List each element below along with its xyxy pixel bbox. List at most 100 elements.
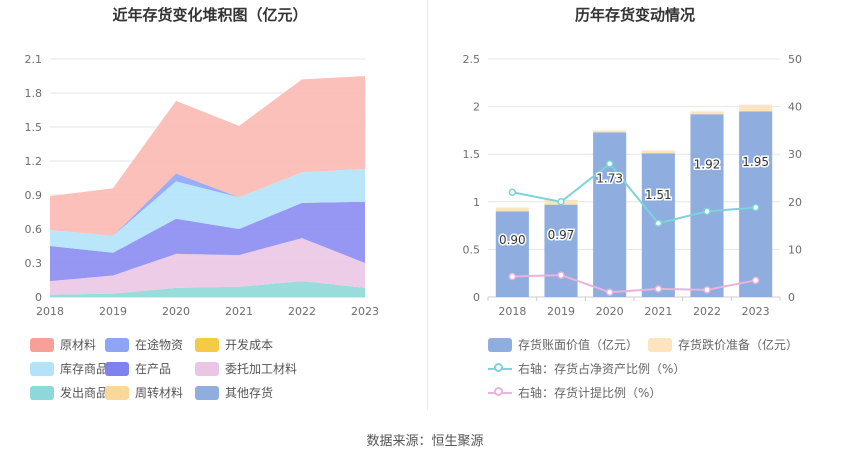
right-x-tick-label: 2019 [547,305,575,318]
legend-label: 委托加工材料 [225,362,298,376]
area-series-6 [50,168,365,253]
right-legend-item[interactable]: 右轴：存货计提比例（%） [488,384,661,401]
legend-label: 其他存货 [225,386,274,400]
line-point-3 [703,286,711,294]
legend-swatch [105,337,129,352]
bar-book-value [495,211,529,297]
line-point-3 [751,276,760,285]
right-legend-item[interactable]: 存货账面价值（亿元） [488,336,638,353]
bar-book-value [690,114,724,297]
legend-swatch [105,385,129,400]
bar-value-label: 1.92 [694,157,721,171]
left-legend-item[interactable]: 周转材料 [105,384,183,401]
legend-label: 右轴：存货占净资产比例（%） [518,362,686,376]
left-x-tick-label: 2018 [36,305,64,318]
right-right-y-tick-label: 50 [788,53,802,66]
left-legend-item[interactable]: 开发成本 [195,336,273,353]
right-right-y-tick-label: 10 [788,243,802,256]
legend-swatch [488,362,512,376]
left-x-tick-label: 2021 [225,305,253,318]
left-x-tick-label: 2019 [99,305,127,318]
left-legend-item[interactable]: 委托加工材料 [195,360,297,377]
legend-label: 存货账面价值（亿元） [518,338,639,352]
left-x-tick-label: 2023 [351,305,379,318]
right-left-y-tick-label: 0.5 [463,243,481,256]
left-legend-item[interactable]: 库存商品 [30,360,108,377]
bar-provision [641,150,675,154]
bar-provision [690,111,724,115]
legend-label: 周转材料 [135,386,184,400]
line-point-3 [508,272,517,281]
bar-value-label: 0.97 [548,228,575,242]
left-y-tick-label: 1.8 [25,87,43,100]
legend-swatch [30,361,54,376]
area-series-8 [50,76,365,236]
right-legend-item[interactable]: 右轴：存货占净资产比例（%） [488,360,685,377]
left-x-tick-label: 2022 [288,305,316,318]
legend-swatch [195,361,219,376]
bar-provision [495,207,529,212]
right-right-y-tick-label: 20 [788,196,802,209]
left-legend-item[interactable]: 发出商品 [30,384,108,401]
line-point-2 [605,159,614,168]
legend-label: 发出商品 [60,386,109,400]
right-x-tick-label: 2018 [498,305,526,318]
bar-value-label: 1.51 [645,188,672,202]
panel-divider [427,0,428,410]
line-point-2 [508,188,517,197]
area-series-0 [50,281,365,297]
left-y-tick-label: 0.3 [25,257,43,270]
bar-provision [739,104,773,112]
legend-swatch [488,337,512,352]
legend-label: 右轴：存货计提比例（%） [518,386,662,400]
line-series-3 [512,274,756,294]
right-left-y-tick-label: 1 [473,196,480,209]
legend-label: 开发成本 [225,338,274,352]
right-legend-item[interactable]: 存货跌价准备（亿元） [648,336,798,353]
left-legend-item[interactable]: 其他存货 [195,384,273,401]
right-x-tick-label: 2023 [742,305,770,318]
area-series-1 [50,238,365,295]
left-y-tick-label: 0.9 [25,189,43,202]
line-point-3 [654,285,663,293]
legend-label: 原材料 [60,338,97,352]
right-right-y-tick-label: 0 [788,291,795,304]
left-y-tick-label: 0.6 [25,223,43,236]
legend-swatch [105,361,129,376]
right-x-tick-label: 2022 [693,305,721,318]
legend-label: 在途物资 [135,338,184,352]
bar-provision [593,130,627,133]
legend-label: 存货跌价准备（亿元） [678,338,799,352]
left-y-tick-label: 1.2 [25,155,43,168]
legend-label: 库存商品 [60,362,109,376]
line-point-3 [605,288,614,296]
left-legend-item[interactable]: 原材料 [30,336,96,353]
right-x-tick-label: 2021 [644,305,672,318]
line-point-3 [557,271,565,279]
bar-value-label: 1.73 [596,172,623,186]
right-left-y-tick-label: 2.5 [463,53,481,66]
legend-swatch [195,337,219,352]
line-point-2 [654,219,663,227]
right-chart-title: 历年存货变动情况 [574,6,695,24]
left-y-tick-label: 1.5 [25,121,43,134]
right-left-y-tick-label: 0 [473,291,480,304]
line-series-2 [512,162,756,225]
right-left-y-tick-label: 2 [473,101,480,114]
data-source: 数据来源：恒生聚源 [366,434,484,449]
left-y-tick-label: 0 [35,291,42,304]
right-right-y-tick-label: 30 [788,148,802,161]
left-legend-item[interactable]: 在途物资 [105,336,183,353]
line-point-2 [557,198,565,206]
right-right-y-tick-label: 40 [788,101,802,114]
legend-swatch [195,385,219,400]
bar-book-value [544,204,578,297]
legend-swatch [30,337,54,352]
left-chart-title: 近年存货变化堆积图（亿元） [112,6,308,24]
left-y-tick-label: 2.1 [25,53,43,66]
left-legend-item[interactable]: 在产品 [105,360,171,377]
legend-label: 在产品 [135,362,172,376]
legend-swatch [488,386,512,400]
line-point-2 [703,207,711,216]
